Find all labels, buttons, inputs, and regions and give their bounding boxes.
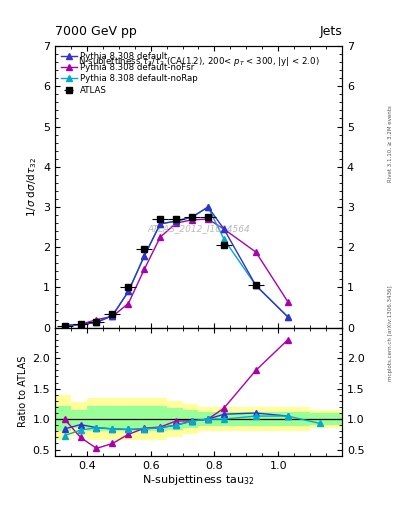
Pythia 8.308 default: [190, 214, 195, 220]
Pythia 8.308 default-noRap: [206, 204, 210, 210]
Pythia 8.308 default-noFsr: [158, 234, 163, 240]
Pythia 8.308 default-noRap: [222, 236, 226, 242]
Pythia 8.308 default: [158, 221, 163, 227]
Pythia 8.308 default-noFsr: [222, 226, 226, 232]
Y-axis label: 1/$\sigma$ d$\sigma$/d$\tau_{32}$: 1/$\sigma$ d$\sigma$/d$\tau_{32}$: [25, 157, 39, 217]
Pythia 8.308 default-noFsr: [285, 298, 290, 305]
Pythia 8.308 default: [94, 319, 99, 326]
Y-axis label: Ratio to ATLAS: Ratio to ATLAS: [18, 356, 28, 428]
Text: 7000 GeV pp: 7000 GeV pp: [55, 26, 137, 38]
Pythia 8.308 default: [62, 323, 67, 329]
Pythia 8.308 default: [78, 322, 83, 328]
Text: ATLAS_2012_I1094564: ATLAS_2012_I1094564: [147, 225, 250, 233]
Pythia 8.308 default-noFsr: [94, 316, 99, 323]
X-axis label: N-subjettiness tau$_{32}$: N-subjettiness tau$_{32}$: [142, 473, 255, 487]
Pythia 8.308 default-noFsr: [190, 217, 195, 223]
Pythia 8.308 default-noRap: [78, 322, 83, 328]
Pythia 8.308 default-noRap: [142, 253, 147, 259]
Pythia 8.308 default-noRap: [126, 288, 131, 294]
Text: Jets: Jets: [319, 26, 342, 38]
Pythia 8.308 default-noFsr: [62, 323, 67, 329]
Pythia 8.308 default-noRap: [174, 218, 178, 224]
Pythia 8.308 default: [142, 253, 147, 259]
Pythia 8.308 default-noRap: [285, 314, 290, 320]
Pythia 8.308 default: [174, 218, 178, 224]
Text: Rivet 3.1.10, ≥ 3.2M events: Rivet 3.1.10, ≥ 3.2M events: [388, 105, 393, 182]
Pythia 8.308 default-noFsr: [126, 301, 131, 307]
Pythia 8.308 default: [285, 314, 290, 320]
Pythia 8.308 default: [206, 204, 210, 210]
Text: mcplots.cern.ch [arXiv:1306.3436]: mcplots.cern.ch [arXiv:1306.3436]: [388, 285, 393, 380]
Pythia 8.308 default-noRap: [253, 283, 258, 289]
Pythia 8.308 default-noFsr: [142, 266, 147, 272]
Pythia 8.308 default-noRap: [110, 312, 115, 318]
Line: Pythia 8.308 default-noFsr: Pythia 8.308 default-noFsr: [62, 216, 290, 328]
Pythia 8.308 default-noRap: [62, 323, 67, 329]
Line: Pythia 8.308 default-noRap: Pythia 8.308 default-noRap: [62, 204, 290, 328]
Pythia 8.308 default-noFsr: [206, 216, 210, 222]
Pythia 8.308 default-noFsr: [253, 249, 258, 255]
Text: N-subjettiness $\tau_3/\tau_2$ (CA(1.2), 200< $p_T$ < 300, |y| < 2.0): N-subjettiness $\tau_3/\tau_2$ (CA(1.2),…: [78, 55, 320, 68]
Pythia 8.308 default-noFsr: [78, 322, 83, 328]
Legend: Pythia 8.308 default, Pythia 8.308 default-noFsr, Pythia 8.308 default-noRap, AT: Pythia 8.308 default, Pythia 8.308 defau…: [59, 50, 200, 96]
Pythia 8.308 default-noFsr: [174, 220, 178, 226]
Pythia 8.308 default-noRap: [190, 214, 195, 220]
Pythia 8.308 default-noRap: [158, 221, 163, 227]
Pythia 8.308 default: [126, 288, 131, 294]
Pythia 8.308 default: [110, 312, 115, 318]
Pythia 8.308 default-noRap: [94, 319, 99, 326]
Pythia 8.308 default-noFsr: [110, 313, 115, 319]
Pythia 8.308 default: [222, 226, 226, 232]
Line: Pythia 8.308 default: Pythia 8.308 default: [62, 204, 290, 328]
Pythia 8.308 default: [253, 283, 258, 289]
